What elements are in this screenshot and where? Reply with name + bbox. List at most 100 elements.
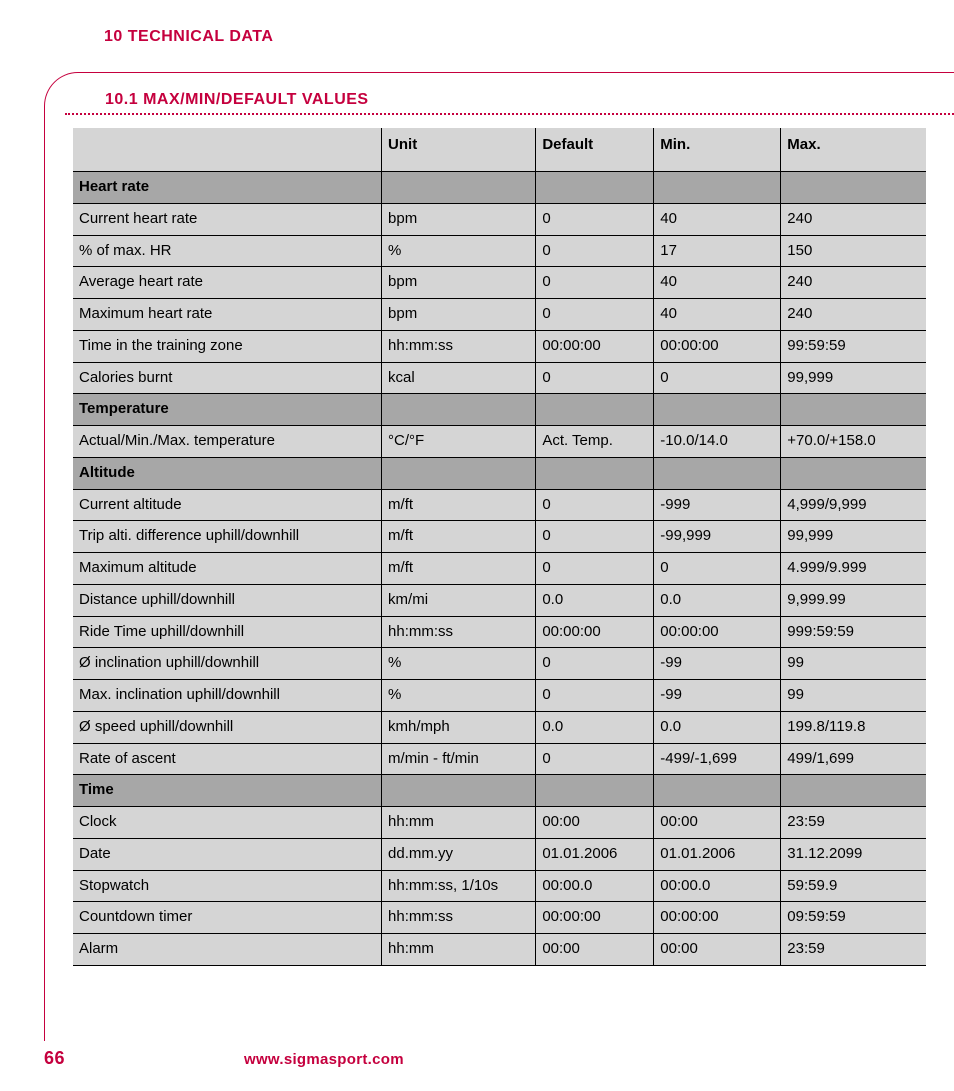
- cell: Maximum altitude: [73, 553, 382, 585]
- cell: hh:mm:ss: [382, 902, 536, 934]
- chapter-title: 10 TECHNICAL DATA: [104, 28, 273, 46]
- cell: 00:00:00: [654, 902, 781, 934]
- cell: -499/-1,699: [654, 743, 781, 775]
- cell: [382, 775, 536, 807]
- section-row: Time: [73, 775, 926, 807]
- cell: 31.12.2099: [781, 838, 926, 870]
- cell: hh:mm: [382, 934, 536, 966]
- cell: 240: [781, 203, 926, 235]
- table-row: Time in the training zonehh:mm:ss00:00:0…: [73, 330, 926, 362]
- section-row: Temperature: [73, 394, 926, 426]
- cell: 0: [536, 743, 654, 775]
- col-header-name: [73, 128, 382, 172]
- cell: °C/°F: [382, 426, 536, 458]
- cell: 99:59:59: [781, 330, 926, 362]
- cell: [781, 394, 926, 426]
- cell: Max. inclination uphill/downhill: [73, 680, 382, 712]
- cell: % of max. HR: [73, 235, 382, 267]
- cell: Time: [73, 775, 382, 807]
- cell: 0: [654, 553, 781, 585]
- cell: -99: [654, 680, 781, 712]
- cell: Countdown timer: [73, 902, 382, 934]
- cell: m/ft: [382, 489, 536, 521]
- cell: Current heart rate: [73, 203, 382, 235]
- cell: %: [382, 648, 536, 680]
- cell: Average heart rate: [73, 267, 382, 299]
- cell: -10.0/14.0: [654, 426, 781, 458]
- cell: 40: [654, 299, 781, 331]
- cell: [781, 775, 926, 807]
- table-row: Distance uphill/downhillkm/mi0.00.09,999…: [73, 584, 926, 616]
- section-title: 10.1 MAX/MIN/DEFAULT VALUES: [105, 91, 369, 109]
- table-row: Countdown timerhh:mm:ss00:00:0000:00:000…: [73, 902, 926, 934]
- cell: 150: [781, 235, 926, 267]
- cell: 59:59.9: [781, 870, 926, 902]
- cell: 00:00.0: [654, 870, 781, 902]
- cell: Current altitude: [73, 489, 382, 521]
- cell: kmh/mph: [382, 711, 536, 743]
- cell: 99,999: [781, 362, 926, 394]
- cell: [536, 394, 654, 426]
- col-header-unit: Unit: [382, 128, 536, 172]
- cell: Heart rate: [73, 172, 382, 204]
- cell: 01.01.2006: [654, 838, 781, 870]
- cell: m/ft: [382, 521, 536, 553]
- cell: 999:59:59: [781, 616, 926, 648]
- cell: [781, 172, 926, 204]
- cell: Trip alti. difference uphill/downhill: [73, 521, 382, 553]
- col-header-max: Max.: [781, 128, 926, 172]
- cell: m/ft: [382, 553, 536, 585]
- cell: 0: [536, 553, 654, 585]
- cell: 0: [536, 489, 654, 521]
- cell: [536, 457, 654, 489]
- col-header-default: Default: [536, 128, 654, 172]
- cell: +70.0/+158.0: [781, 426, 926, 458]
- cell: 01.01.2006: [536, 838, 654, 870]
- cell: 00:00: [654, 807, 781, 839]
- cell: hh:mm:ss: [382, 330, 536, 362]
- spec-table-container: Unit Default Min. Max. Heart rateCurrent…: [73, 128, 926, 966]
- table-row: Maximum altitudem/ft004.999/9.999: [73, 553, 926, 585]
- spec-table: Unit Default Min. Max. Heart rateCurrent…: [73, 128, 926, 966]
- cell: 00:00:00: [654, 616, 781, 648]
- table-row: Datedd.mm.yy01.01.200601.01.200631.12.20…: [73, 838, 926, 870]
- cell: Clock: [73, 807, 382, 839]
- header-row: Unit Default Min. Max.: [73, 128, 926, 172]
- cell: Alarm: [73, 934, 382, 966]
- cell: 00:00: [536, 807, 654, 839]
- cell: 0: [536, 680, 654, 712]
- cell: -99,999: [654, 521, 781, 553]
- cell: Maximum heart rate: [73, 299, 382, 331]
- cell: -99: [654, 648, 781, 680]
- cell: 00:00.0: [536, 870, 654, 902]
- cell: 0: [654, 362, 781, 394]
- cell: [654, 775, 781, 807]
- cell: Calories burnt: [73, 362, 382, 394]
- cell: 99,999: [781, 521, 926, 553]
- table-row: Current altitudem/ft0-9994,999/9,999: [73, 489, 926, 521]
- site-url: www.sigmasport.com: [244, 1051, 404, 1068]
- cell: 09:59:59: [781, 902, 926, 934]
- cell: Ø speed uphill/downhill: [73, 711, 382, 743]
- table-row: Rate of ascentm/min - ft/min0-499/-1,699…: [73, 743, 926, 775]
- cell: kcal: [382, 362, 536, 394]
- cell: 99: [781, 680, 926, 712]
- cell: 17: [654, 235, 781, 267]
- table-row: Ride Time uphill/downhillhh:mm:ss00:00:0…: [73, 616, 926, 648]
- cell: [536, 775, 654, 807]
- table-row: Average heart ratebpm040240: [73, 267, 926, 299]
- cell: Distance uphill/downhill: [73, 584, 382, 616]
- cell: [382, 172, 536, 204]
- cell: 199.8/119.8: [781, 711, 926, 743]
- table-row: Current heart ratebpm040240: [73, 203, 926, 235]
- cell: 23:59: [781, 807, 926, 839]
- cell: 240: [781, 267, 926, 299]
- cell: 99: [781, 648, 926, 680]
- cell: 00:00:00: [536, 330, 654, 362]
- section-row: Altitude: [73, 457, 926, 489]
- cell: 0: [536, 362, 654, 394]
- cell: 00:00:00: [536, 616, 654, 648]
- table-row: Maximum heart ratebpm040240: [73, 299, 926, 331]
- cell: %: [382, 235, 536, 267]
- cell: 0: [536, 235, 654, 267]
